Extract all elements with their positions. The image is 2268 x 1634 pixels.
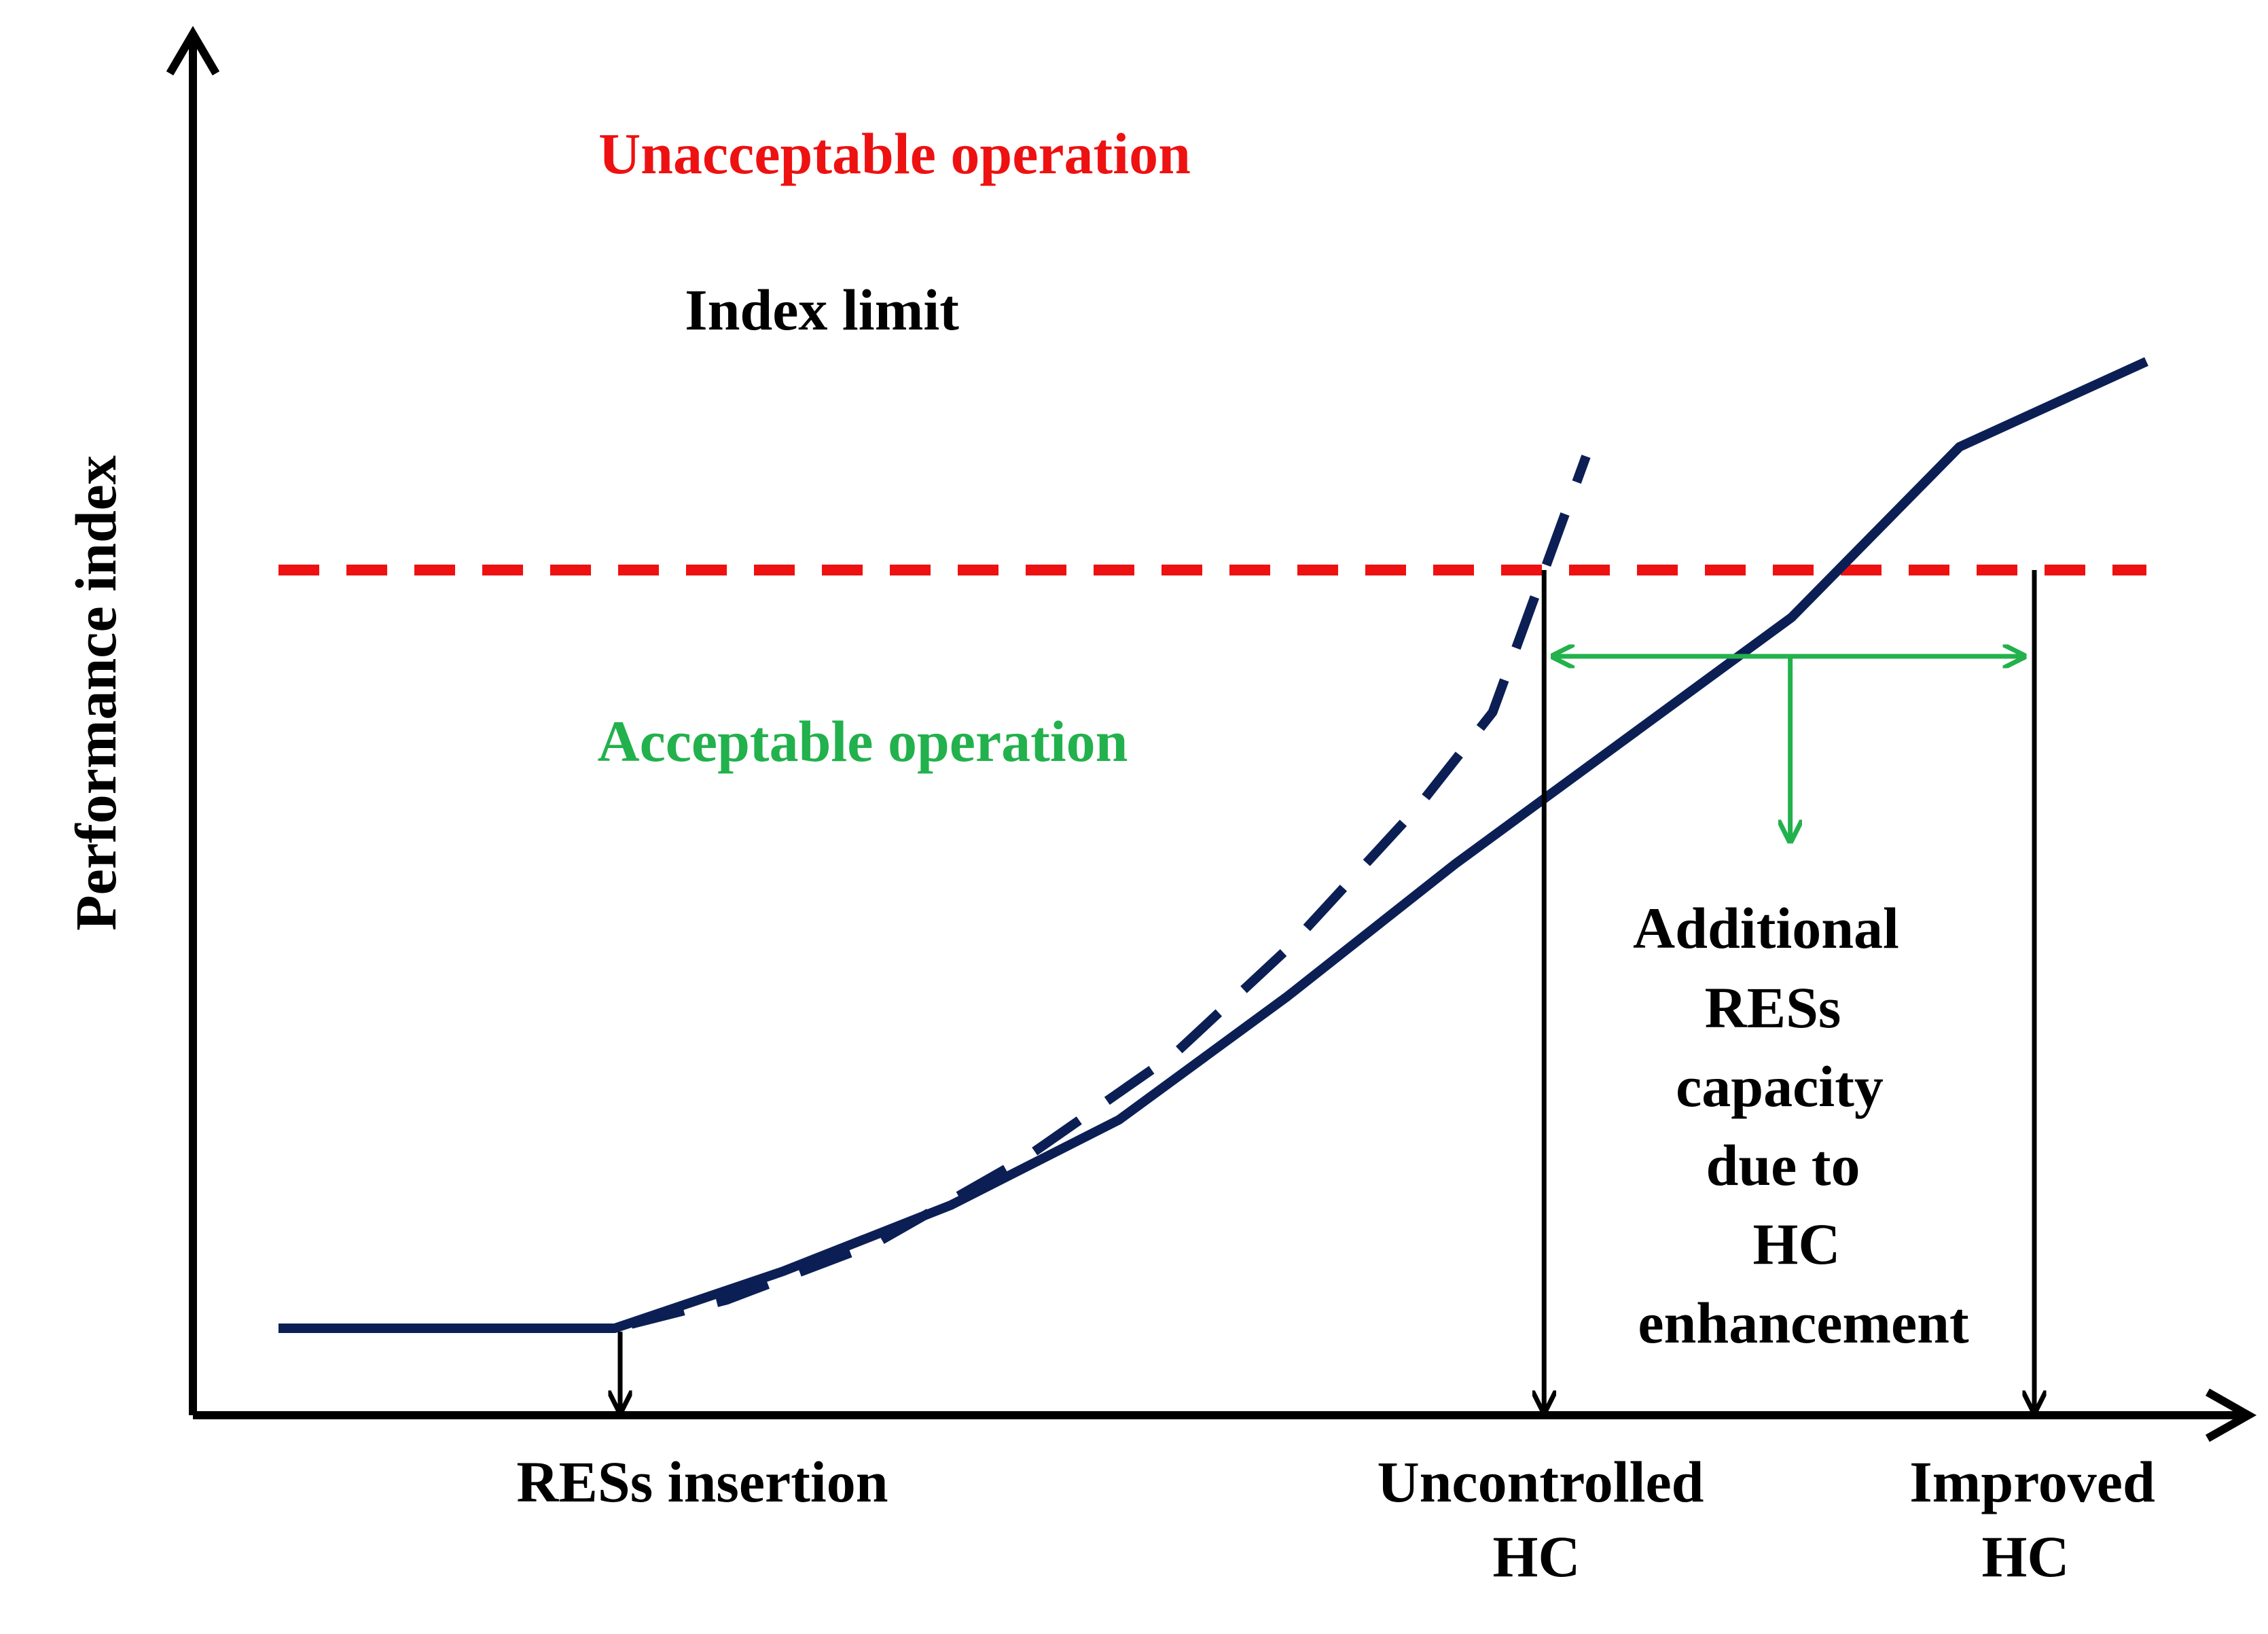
capacity-annotation: Additional RESs capacity due to HC enhan…: [1633, 895, 1969, 1355]
annotation-line-1: Additional: [1633, 895, 1899, 961]
annotation-line-3: capacity: [1676, 1054, 1884, 1119]
dashed-curve: [278, 455, 1591, 1333]
acceptable-region-label: Acceptable operation: [597, 709, 1128, 774]
annotation-line-2: RESs: [1705, 975, 1841, 1040]
y-axis-arrowhead: [166, 26, 220, 76]
x-axis-arrowhead: [2206, 1388, 2257, 1442]
index-limit-label: Index limit: [685, 277, 959, 342]
res-insertion-label: RESs insertion: [516, 1449, 888, 1514]
annotation-line-6: enhancement: [1638, 1290, 1969, 1355]
improved-hc-label-line1: Improved: [1909, 1449, 2155, 1514]
solid-curve: [278, 357, 2148, 1333]
unacceptable-region-label: Unacceptable operation: [598, 121, 1191, 186]
improved-hc-label-line2: HC: [1982, 1524, 2070, 1589]
y-axis-label: Performance index: [63, 455, 128, 931]
annotation-line-4: due to: [1706, 1133, 1860, 1198]
annotation-line-5: HC: [1753, 1211, 1841, 1277]
uncontrolled-hc-label-line2: HC: [1493, 1524, 1581, 1589]
uncontrolled-hc-label-line1: Uncontrolled: [1378, 1449, 1704, 1514]
